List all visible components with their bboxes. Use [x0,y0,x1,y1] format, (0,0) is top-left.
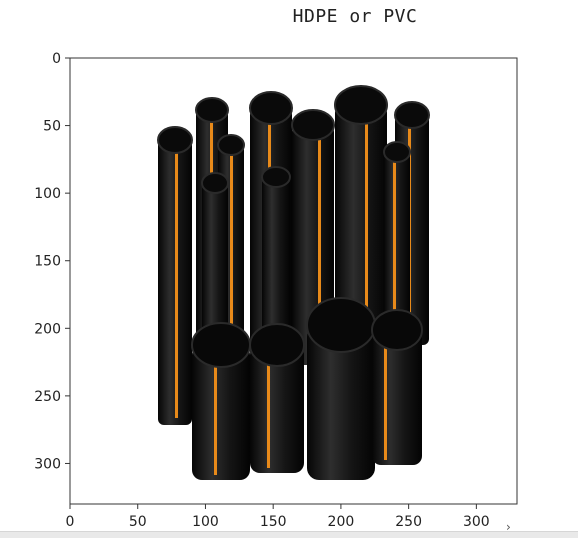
pipe [383,141,411,342]
pipe [371,309,423,465]
pipe [157,126,193,425]
axes-frame [69,57,518,505]
y-tick-label: 200 [34,321,61,337]
pipe [334,85,388,335]
y-tick-label: 150 [34,254,61,270]
y-tick-label: 50 [43,119,61,135]
plot-title: HDPE or PVC [292,6,418,27]
y-tick-label: 250 [34,389,61,405]
y-tick-label: 0 [52,51,61,67]
x-axis: 0 50 100 150 200 250 300 [66,504,490,530]
y-tick-label: 300 [34,456,61,472]
x-tick-label: 150 [260,514,287,530]
x-tick-label: 300 [463,514,490,530]
x-tick-label: 200 [328,514,355,530]
horizontal-scrollbar[interactable] [0,531,578,538]
x-tick-label: 100 [192,514,219,530]
x-tick-label: 0 [66,514,75,530]
pipe [261,166,291,337]
x-tick-label: 250 [395,514,422,530]
y-axis: 0 50 100 150 200 250 300 [34,51,70,472]
chevron-right-icon[interactable]: › [506,520,511,534]
y-tick-label: 100 [34,186,61,202]
pipe [191,322,251,480]
pipe [201,172,229,333]
pipe [306,297,376,480]
x-tick-label: 50 [129,514,147,530]
pipes-photo [157,85,430,480]
pipe [249,323,305,473]
